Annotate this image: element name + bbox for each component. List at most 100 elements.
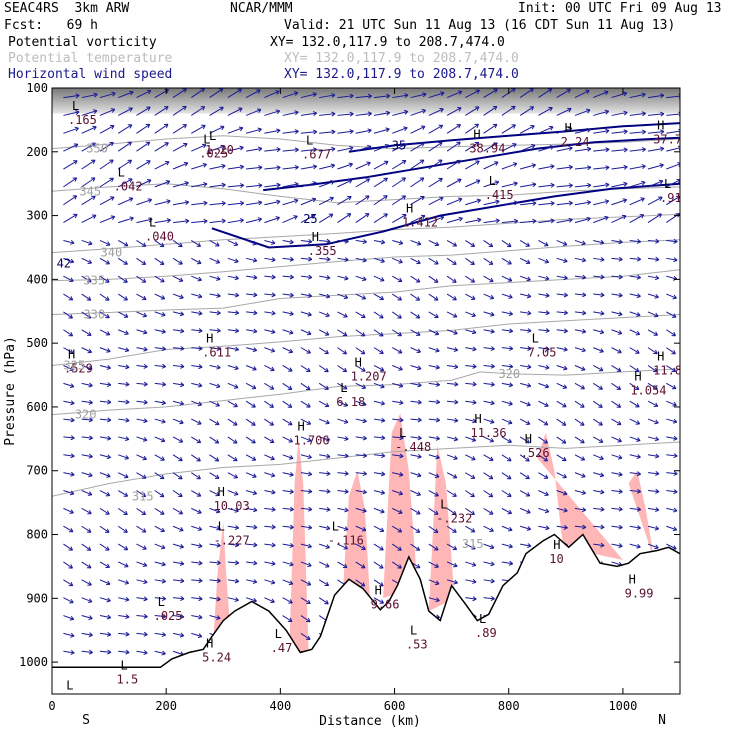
wind-vector-head — [637, 543, 641, 548]
wind-vector-head — [532, 183, 537, 188]
wind-vector-head — [70, 546, 74, 551]
wind-vector-shaft — [355, 178, 370, 188]
wind-vector-head — [368, 113, 372, 117]
wind-vector-head — [307, 565, 312, 568]
wind-vector-head — [143, 383, 148, 387]
wind-vector — [154, 436, 166, 443]
wind-vector — [337, 196, 352, 206]
wind-vector-shaft — [99, 436, 111, 440]
wind-vector-shaft — [81, 293, 92, 301]
theta-contour-345 — [52, 183, 680, 204]
wind-vector — [227, 218, 244, 224]
extremum-letter-L: L — [118, 166, 125, 180]
wind-vector — [264, 524, 276, 530]
wind-vector-shaft — [319, 472, 331, 475]
wind-vector — [154, 293, 166, 300]
y-tick-label: 700 — [26, 464, 48, 478]
wind-vector-head — [308, 471, 313, 475]
wind-vector-head — [587, 109, 591, 114]
wind-vector-shaft — [538, 364, 550, 369]
wind-vector-shaft — [191, 124, 206, 134]
wind-vector-head — [197, 296, 203, 299]
wind-vector-head — [130, 197, 134, 202]
wind-vector-head — [673, 491, 678, 495]
wind-vector — [81, 525, 92, 533]
wind-vector — [428, 275, 439, 283]
wind-vector-head — [440, 178, 443, 183]
wind-vector — [446, 240, 458, 247]
wind-vector-shaft — [154, 615, 166, 618]
wind-vector — [483, 578, 495, 584]
wind-vector — [154, 561, 166, 567]
wind-vector-head — [239, 88, 242, 93]
wind-vector-head — [459, 217, 463, 222]
wind-vector-shaft — [574, 166, 591, 170]
wind-vector-head — [655, 293, 659, 298]
wind-vector-head — [563, 473, 567, 478]
wind-vector — [355, 365, 366, 372]
wind-vector — [428, 329, 440, 336]
extremum-value: 1.207 — [351, 370, 387, 384]
wind-vector — [355, 400, 367, 407]
wind-vector-head — [421, 196, 425, 201]
wind-vector-head — [162, 578, 166, 583]
wind-vector-shaft — [410, 142, 425, 152]
x-tick-label: 1000 — [608, 699, 637, 713]
wind-vector-shaft — [63, 615, 74, 620]
wind-vector-shaft — [319, 239, 331, 243]
wind-vector-head — [70, 471, 75, 476]
wind-vector-shaft — [574, 217, 591, 224]
wind-vector-shaft — [465, 490, 475, 498]
wind-vector-head — [399, 383, 404, 387]
wind-vector-head — [637, 420, 641, 425]
wind-vector-head — [234, 562, 239, 566]
wind-vector-shaft — [647, 275, 659, 279]
wind-vector-head — [564, 384, 568, 389]
wind-vector-head — [367, 144, 372, 147]
wind-vector-head — [257, 217, 262, 220]
wind-vector — [300, 543, 312, 549]
wind-vector — [355, 111, 372, 117]
wind-vector-shaft — [172, 105, 187, 116]
wind-vector-shaft — [483, 240, 493, 248]
wind-vector-head — [587, 166, 592, 171]
wind-vector-head — [70, 635, 75, 638]
wind-vector-head — [509, 509, 513, 514]
wind-vector-shaft — [519, 507, 531, 514]
wind-vector-head — [544, 261, 549, 264]
wind-vector — [538, 164, 555, 170]
wind-vector-shaft — [209, 382, 221, 388]
wind-vector-shaft — [483, 454, 494, 461]
wind-vector-head — [216, 259, 221, 263]
wind-vector-head — [472, 402, 477, 405]
wind-vector-head — [308, 349, 311, 354]
wind-vector-head — [240, 146, 244, 151]
wind-vector-head — [454, 384, 459, 387]
wind-vector-shaft — [520, 202, 537, 206]
wind-vector-head — [545, 310, 550, 314]
wind-vector-shaft — [501, 525, 513, 531]
wind-vector — [172, 311, 185, 317]
wind-vector-shaft — [446, 90, 463, 99]
wind-vector-head — [532, 182, 537, 185]
wind-vector-head — [399, 455, 404, 459]
wind-vector-head — [289, 545, 294, 548]
wind-vector-head — [70, 417, 75, 421]
wind-vector-shaft — [63, 650, 75, 654]
wind-vector-shaft — [282, 615, 293, 622]
wind-vector-head — [88, 385, 93, 388]
wind-vector-head — [636, 258, 641, 262]
wind-vector-shaft — [227, 365, 239, 370]
wind-vector-head — [550, 218, 555, 221]
wind-vector — [99, 543, 110, 551]
wind-vector-head — [604, 199, 609, 202]
wind-vector-shaft — [629, 454, 641, 458]
wind-vector-shaft — [154, 161, 170, 170]
wind-vector-head — [471, 332, 477, 335]
wind-vector-head — [258, 166, 263, 171]
wind-vector-shaft — [501, 472, 512, 480]
wind-vector-shaft — [300, 329, 312, 335]
wind-vector-shaft — [319, 543, 330, 549]
wind-vector-shaft — [246, 543, 258, 546]
wind-vector-head — [217, 276, 221, 280]
